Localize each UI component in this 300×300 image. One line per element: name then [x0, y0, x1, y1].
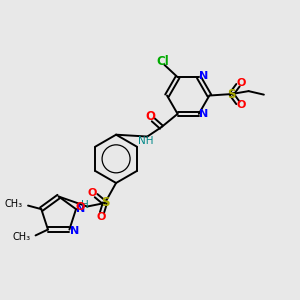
Text: O: O [97, 212, 106, 222]
Text: Cl: Cl [157, 55, 169, 68]
Text: O: O [146, 110, 156, 123]
Text: NH: NH [138, 136, 154, 146]
Text: O: O [237, 100, 246, 110]
Text: O: O [87, 188, 97, 198]
Text: N: N [200, 110, 209, 119]
Text: CH₃: CH₃ [4, 200, 23, 209]
Text: O: O [237, 78, 246, 88]
Text: N: N [70, 226, 79, 236]
Text: CH₃: CH₃ [12, 232, 30, 242]
Text: N: N [76, 204, 86, 214]
Text: O: O [76, 202, 85, 212]
Text: S: S [100, 196, 109, 209]
Text: H: H [81, 200, 89, 210]
Text: S: S [227, 88, 236, 100]
Text: N: N [200, 71, 209, 81]
